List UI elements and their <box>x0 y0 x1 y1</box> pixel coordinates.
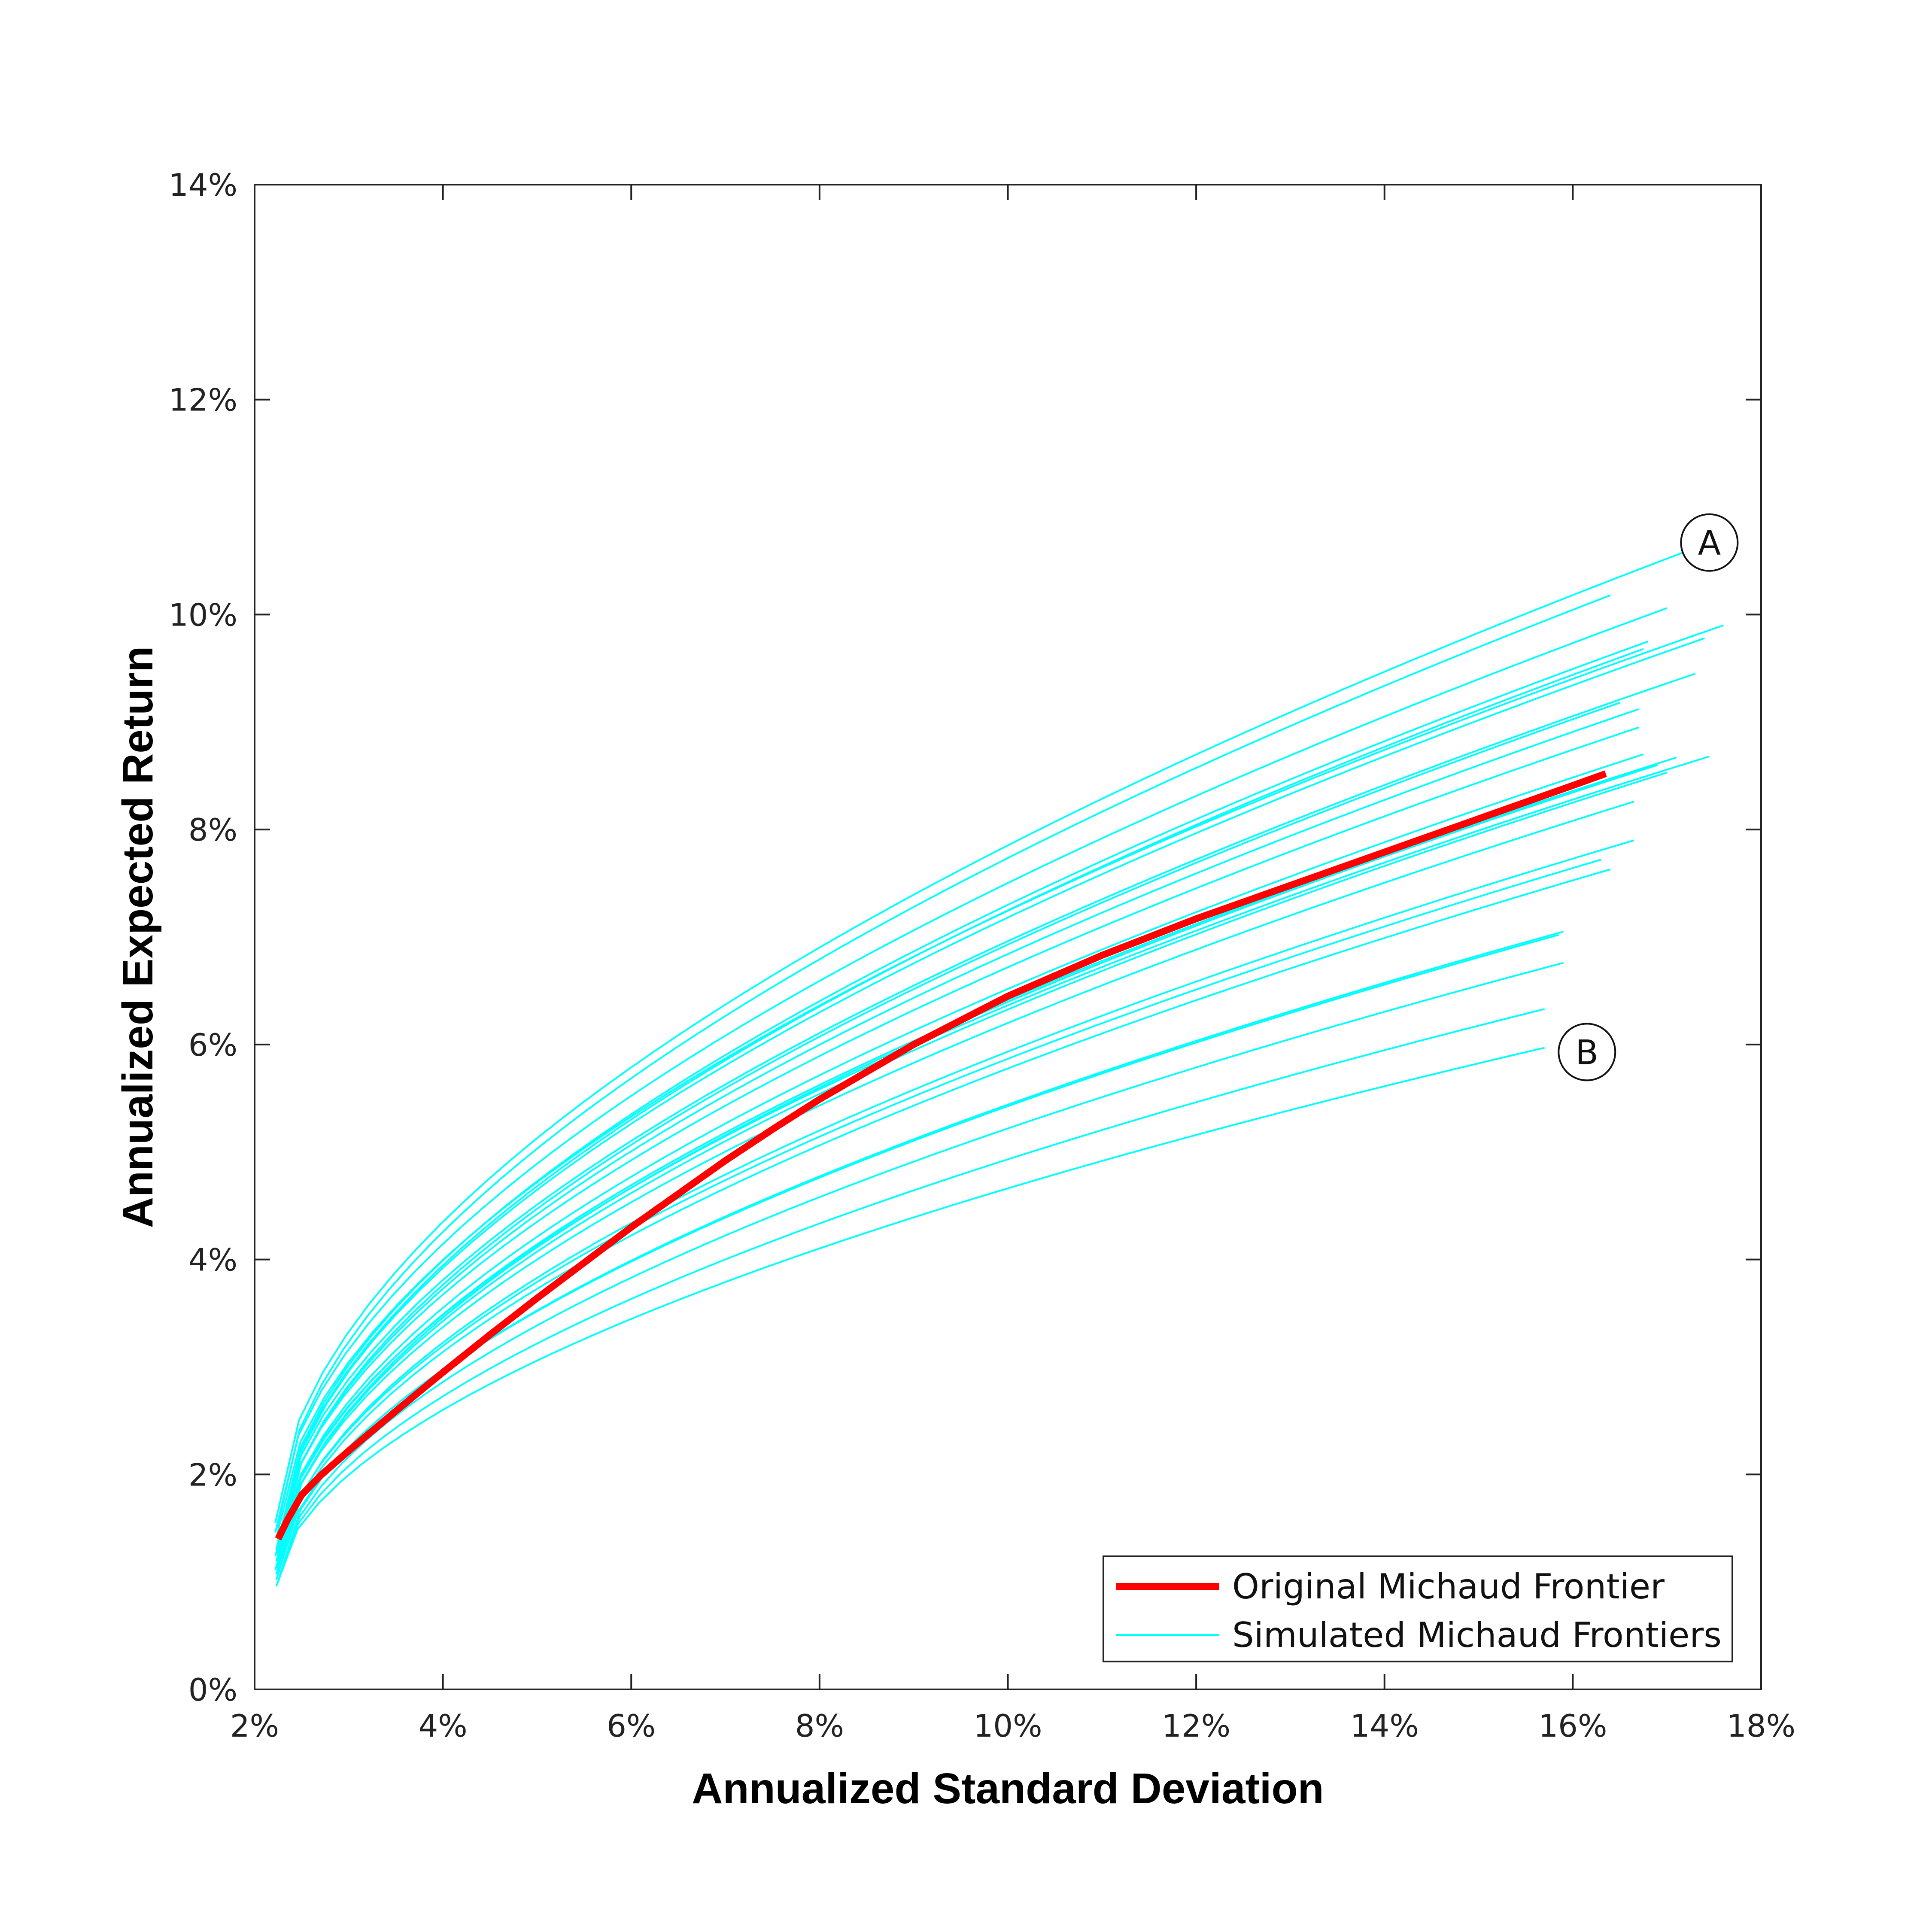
annotation-label: A <box>1698 524 1721 563</box>
y-axis-title: Annualized Expected Return <box>114 646 162 1228</box>
simulated-frontier-line <box>276 708 1639 1555</box>
x-tick-label: 12% <box>1162 1708 1230 1744</box>
simulated-frontier-line <box>275 1047 1545 1587</box>
x-tick-label: 16% <box>1538 1708 1607 1744</box>
annotation-label: B <box>1576 1033 1599 1072</box>
x-tick-label: 14% <box>1350 1708 1419 1744</box>
simulated-frontier-line <box>274 547 1696 1523</box>
x-tick-label: 18% <box>1727 1708 1795 1744</box>
legend-label-original: Original Michaud Frontier <box>1232 1567 1665 1607</box>
simulated-frontier-line <box>277 641 1649 1541</box>
simulated-frontier-line <box>277 962 1564 1583</box>
simulated-frontier-line <box>275 755 1710 1562</box>
y-tick-label: 0% <box>188 1672 237 1708</box>
legend-box <box>1103 1555 1733 1662</box>
x-tick-label: 6% <box>607 1708 656 1744</box>
simulated-frontier-line <box>276 648 1644 1547</box>
y-tick-label: 12% <box>169 382 237 418</box>
original-frontier-line <box>275 770 1607 1541</box>
simulated-frontier-line <box>276 594 1611 1528</box>
x-tick-label: 10% <box>973 1708 1042 1744</box>
x-tick-label: 4% <box>419 1708 468 1744</box>
legend-label-simulated: Simulated Michaud Frontiers <box>1232 1615 1722 1655</box>
x-axis: 2% 4% 6% 8% 10% 12% 14% 16% 18% <box>230 185 1795 1744</box>
y-tick-label: 4% <box>188 1242 237 1278</box>
simulated-frontier-line <box>277 839 1634 1573</box>
annotations: AB <box>1558 513 1739 1081</box>
simulated-frontier-line <box>275 859 1601 1575</box>
simulated-frontier-line <box>278 637 1705 1543</box>
simulated-frontier-line <box>275 673 1696 1550</box>
annotation-circle <box>1680 513 1739 572</box>
simulated-frontier-line <box>278 702 1620 1552</box>
x-tick-label: 2% <box>230 1708 279 1744</box>
simulated-frontier-line <box>276 772 1668 1568</box>
y-tick-label: 14% <box>169 167 237 203</box>
y-tick-label: 8% <box>188 812 237 848</box>
x-tick-label: 8% <box>795 1708 844 1744</box>
simulated-frontier-line <box>274 801 1634 1571</box>
y-axis: 0% 2% 4% 6% 8% 10% 12% 14% <box>169 167 1761 1708</box>
y-tick-label: 2% <box>188 1457 237 1493</box>
y-tick-label: 6% <box>188 1027 237 1063</box>
simulated-frontier-line <box>277 753 1644 1560</box>
x-axis-title: Annualized Standard Deviation <box>692 1765 1324 1813</box>
y-tick-label: 10% <box>169 597 237 633</box>
simulated-frontier-line <box>274 607 1668 1533</box>
legend: Original Michaud Frontier Simulated Mich… <box>1103 1555 1733 1662</box>
simulated-frontier-line <box>274 726 1639 1557</box>
simulated-frontier-line <box>276 1008 1545 1585</box>
annotation-circle <box>1558 1023 1616 1081</box>
original-frontier-group <box>275 770 1607 1541</box>
simulated-frontier-line <box>276 868 1611 1577</box>
